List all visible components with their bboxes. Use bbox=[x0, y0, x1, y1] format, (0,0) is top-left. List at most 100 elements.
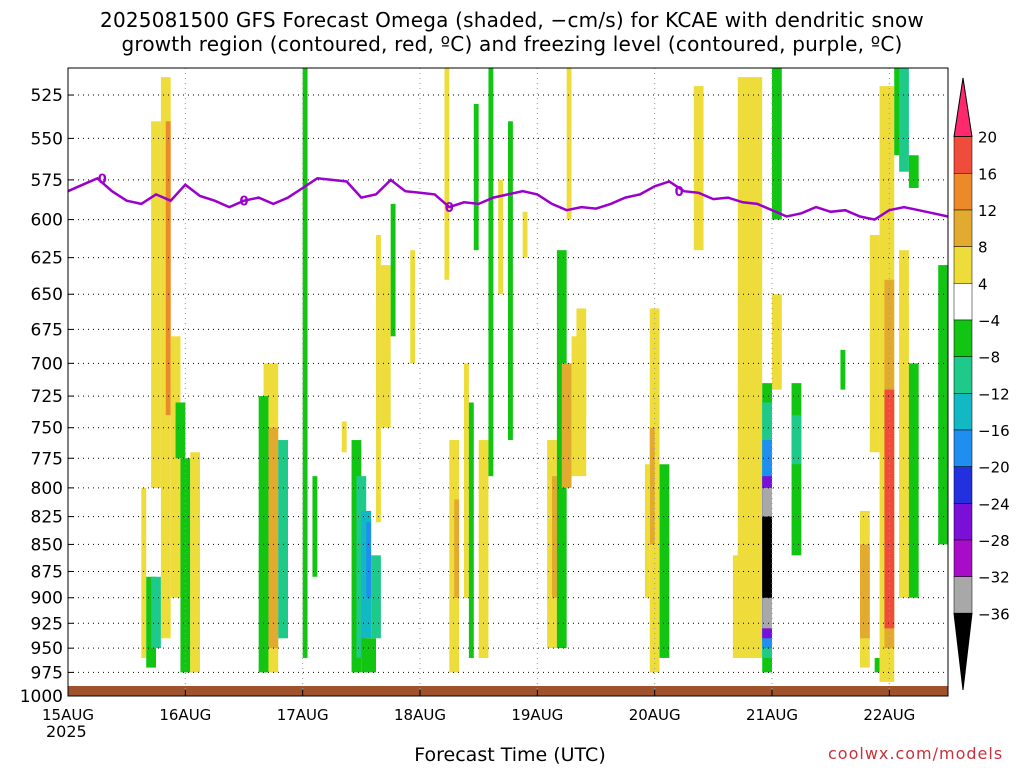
omega-cell-64 bbox=[860, 544, 870, 639]
omega-cell-51 bbox=[732, 555, 748, 658]
omega-cell-2 bbox=[165, 121, 171, 416]
colorbar-tick-label-6: −8 bbox=[978, 349, 1000, 367]
ground-strip bbox=[68, 686, 948, 696]
omega-cell-73 bbox=[899, 250, 909, 598]
y-tick-label-950: 950 bbox=[31, 639, 63, 659]
y-tick-label-925: 925 bbox=[31, 614, 63, 634]
colorbar-tick-label-4: 4 bbox=[978, 275, 988, 293]
colorbar-tick-label-9: −20 bbox=[978, 459, 1010, 477]
freezing-level-label-2: 0 bbox=[445, 201, 454, 216]
omega-cell-71 bbox=[899, 68, 909, 172]
omega-cell-34 bbox=[488, 68, 494, 477]
ground-layer bbox=[68, 686, 948, 696]
colorbar-segment-13 bbox=[953, 576, 973, 614]
y-tick-label-725: 725 bbox=[31, 387, 63, 407]
omega-cell-65 bbox=[874, 657, 880, 673]
omega-cell-39 bbox=[552, 476, 557, 598]
omega-cell-49 bbox=[693, 86, 704, 251]
x-tick-label-21AUG: 21AUG bbox=[746, 706, 798, 724]
omega-cell-24 bbox=[380, 265, 391, 428]
colorbar-tick-label-1: 16 bbox=[978, 165, 997, 183]
colorbar-tick-label-2: 12 bbox=[978, 202, 997, 220]
x-tick-label-16AUG: 16AUG bbox=[159, 706, 211, 724]
colorbar-tick-label-3: 8 bbox=[978, 239, 988, 257]
omega-cell-11 bbox=[268, 427, 279, 649]
x-tick-label-17AUG: 17AUG bbox=[277, 706, 329, 724]
omega-cell-5 bbox=[180, 458, 191, 673]
y-tick-label-550: 550 bbox=[31, 129, 63, 149]
omega-cell-66 bbox=[869, 234, 880, 453]
y-tick-label-625: 625 bbox=[31, 249, 63, 269]
colorbar-segment-2 bbox=[953, 173, 973, 211]
y-tick-label-775: 775 bbox=[31, 449, 63, 469]
omega-cell-59 bbox=[772, 294, 782, 390]
colorbar-tick-label-7: −12 bbox=[978, 385, 1010, 403]
omega-cell-3 bbox=[170, 336, 181, 598]
y-tick-label-825: 825 bbox=[31, 508, 63, 528]
omega-cell-72 bbox=[908, 155, 919, 188]
omega-shading-layer bbox=[141, 68, 948, 682]
x-tick-label-15AUG: 15AUG bbox=[42, 706, 94, 724]
colorbar-tick-label-13: −36 bbox=[978, 605, 1010, 623]
x-tick-label-22AUG: 22AUG bbox=[863, 706, 915, 724]
omega-cell-35 bbox=[498, 179, 504, 295]
y-tick-label-750: 750 bbox=[31, 419, 63, 439]
omega-cell-37 bbox=[522, 211, 528, 258]
y-tick-label-525: 525 bbox=[31, 86, 63, 106]
colorbar: 20 16 12 8 4 −4 −8 −12 −16 −20 −24 −28 −32 −36 bbox=[953, 77, 1010, 691]
colorbar-segment-7 bbox=[953, 356, 973, 394]
omega-cell-14 bbox=[302, 68, 308, 658]
x-tick-label-20AUG: 20AUG bbox=[629, 706, 681, 724]
y-tick-label-975: 975 bbox=[31, 663, 63, 683]
colorbar-tick-label-10: −24 bbox=[978, 495, 1010, 513]
omega-cell-0 bbox=[151, 121, 161, 488]
grid-layer bbox=[68, 68, 948, 697]
colorbar-segment-8 bbox=[953, 393, 973, 431]
credit-link[interactable]: coolwx.com/models bbox=[828, 744, 1004, 763]
colorbar-segment-6 bbox=[953, 319, 973, 357]
omega-cell-43 bbox=[576, 308, 587, 416]
omega-cell-27 bbox=[444, 68, 450, 280]
omega-cell-20 bbox=[366, 522, 372, 598]
omega-cell-46 bbox=[649, 427, 655, 545]
omega-cell-23 bbox=[376, 234, 381, 523]
x-axis: 15AUG 16AUG 17AUG 18AUG 19AUG 20AUG 21AUG 22AUG bbox=[42, 690, 915, 724]
omega-cell-13 bbox=[278, 440, 288, 639]
x-axis-year-label: 2025 bbox=[46, 722, 87, 741]
colorbar-segment-11 bbox=[953, 503, 973, 541]
x-tick-label-19AUG: 19AUG bbox=[511, 706, 563, 724]
omega-cell-22 bbox=[371, 555, 381, 639]
omega-cell-17 bbox=[351, 440, 362, 673]
omega-cell-32 bbox=[473, 103, 479, 251]
omega-cell-62 bbox=[840, 349, 846, 390]
colorbar-segment-10 bbox=[953, 466, 973, 504]
omega-cell-58 bbox=[772, 68, 782, 220]
omega-cell-44 bbox=[566, 68, 572, 220]
plot-frame bbox=[67, 67, 949, 697]
omega-cell-47 bbox=[659, 464, 670, 658]
y-tick-label-1000: 1000 bbox=[20, 687, 63, 707]
omega-cell-15 bbox=[312, 476, 318, 577]
omega-cell-57 bbox=[762, 516, 772, 598]
colorbar-segment-3 bbox=[953, 209, 973, 247]
omega-cell-4 bbox=[175, 402, 186, 459]
y-tick-label-650: 650 bbox=[31, 285, 63, 305]
colorbar-tick-label-8: −16 bbox=[978, 422, 1010, 440]
omega-cell-12 bbox=[258, 396, 269, 673]
colorbar-tick-label-12: −32 bbox=[978, 569, 1010, 587]
omega-cell-30 bbox=[464, 363, 469, 598]
omega-cell-9 bbox=[151, 576, 161, 649]
y-tick-label-850: 850 bbox=[31, 535, 63, 555]
colorbar-tick-label-5: −4 bbox=[978, 312, 1000, 330]
omega-cell-26 bbox=[410, 250, 416, 364]
omega-cell-36 bbox=[508, 121, 513, 441]
colorbar-segment-9 bbox=[953, 429, 973, 467]
chart-title-line-1: 2025081500 GFS Forecast Omega (shaded, −… bbox=[100, 8, 924, 32]
chart-title: 2025081500 GFS Forecast Omega (shaded, −… bbox=[0, 8, 1024, 56]
freezing-level-layer: 0 0 0 0 bbox=[67, 172, 949, 221]
omega-cell-7 bbox=[141, 487, 147, 658]
colorbar-segment-0 bbox=[953, 77, 973, 138]
omega-cell-60 bbox=[791, 383, 802, 556]
colorbar-segment-14 bbox=[953, 612, 973, 691]
